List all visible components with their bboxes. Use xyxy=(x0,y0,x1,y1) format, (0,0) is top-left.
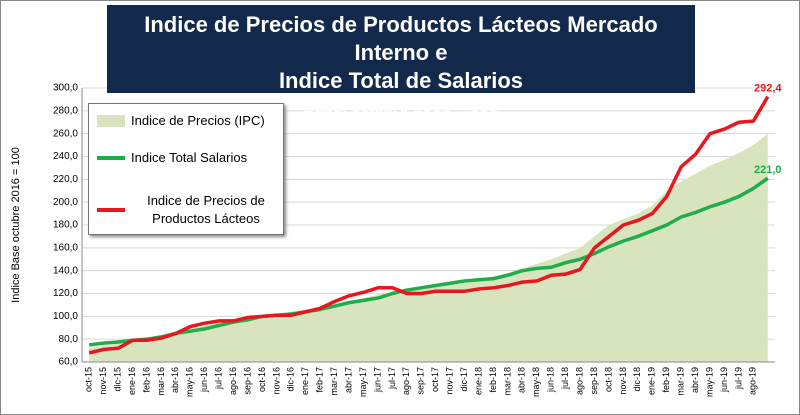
legend-label: Indice Total Salarios xyxy=(131,150,248,165)
x-tick-label: abr-17 xyxy=(343,367,353,393)
x-tick-label: feb-17 xyxy=(315,367,325,393)
title-box: Indice de Precios de Productos Lácteos M… xyxy=(107,5,695,116)
x-tick-label: jul-17 xyxy=(387,367,397,390)
x-tick-label: oct-18 xyxy=(603,367,613,392)
x-tick-label: ene-19 xyxy=(647,367,657,395)
x-tick-label: ago-17 xyxy=(401,367,411,395)
chart-title: Indice de Precios de Productos Lácteos M… xyxy=(144,12,658,65)
x-tick-label: abr-18 xyxy=(517,367,527,393)
x-tick-label: jul-16 xyxy=(214,367,224,390)
line xyxy=(89,176,769,347)
x-tick-label: sep-18 xyxy=(589,367,599,395)
y-tick-label: 100,0 xyxy=(53,311,78,322)
y-tick-label: 160,0 xyxy=(53,242,78,253)
x-tick-label: dic-18 xyxy=(632,367,642,392)
x-tick-label: dic-16 xyxy=(286,367,296,392)
x-tick-label: mar-16 xyxy=(156,367,166,396)
x-tick-label: dic-15 xyxy=(112,367,122,392)
x-tick-label: abr-19 xyxy=(690,367,700,393)
y-tick-label: 220,0 xyxy=(53,174,78,185)
x-tick-label: jun-19 xyxy=(719,367,729,393)
x-tick-label: feb-18 xyxy=(488,367,498,393)
x-tick-label: feb-19 xyxy=(661,367,671,393)
y-tick-label: 260,0 xyxy=(53,128,78,139)
x-tick-label: nov-18 xyxy=(618,367,628,395)
x-tick-label: jun-17 xyxy=(372,367,382,393)
x-tick-label: jul-19 xyxy=(733,367,743,390)
legend-item: Indice de Precios (IPC) xyxy=(97,112,281,130)
x-tick-label: nov-17 xyxy=(445,367,455,395)
legend-item: Indice de Precios de Productos Lácteos xyxy=(97,192,281,228)
x-tick-label: jul-18 xyxy=(560,367,570,390)
y-tick-label: 180,0 xyxy=(53,220,78,231)
legend: Indice de Precios (IPC) Indice Total Sala… xyxy=(88,103,284,235)
x-tick-label: mar-18 xyxy=(502,367,512,396)
x-tick-label: sep-17 xyxy=(416,367,426,395)
x-tick-label: dic-17 xyxy=(459,367,469,392)
x-tick-label: oct-15 xyxy=(84,367,94,392)
x-tick-label: ene-18 xyxy=(473,367,483,395)
x-tick-label: nov-15 xyxy=(98,367,108,395)
y-tick-label: 280,0 xyxy=(53,105,78,116)
x-tick-label: sep-16 xyxy=(242,367,252,395)
x-tick-label: jun-16 xyxy=(199,367,209,393)
chart-title: Indice Total de Salarios xyxy=(278,68,524,93)
x-tick-label: nov-16 xyxy=(271,367,281,395)
line xyxy=(88,95,770,355)
y-axis-label: Indice Base octubre 2016 = 100 xyxy=(10,147,22,303)
x-tick-label: ene-17 xyxy=(300,367,310,395)
y-tick-label: 120,0 xyxy=(53,288,78,299)
legend-swatch xyxy=(97,208,125,212)
legend-swatch xyxy=(97,156,125,160)
x-tick-label: ene-16 xyxy=(127,367,137,395)
x-tick-label: may-17 xyxy=(358,367,368,397)
y-tick-label: 200,0 xyxy=(53,197,78,208)
x-tick-label: ago-18 xyxy=(574,367,584,395)
x-tick-label: ago-19 xyxy=(748,367,758,395)
x-tick-label: ago-16 xyxy=(228,367,238,395)
y-tick-label: 240,0 xyxy=(53,151,78,162)
y-tick-label: 300,0 xyxy=(53,83,78,94)
x-tick-label: may-19 xyxy=(704,367,714,397)
x-tick-label: mar-17 xyxy=(329,367,339,396)
chart-subtitle: - Base: octubre 2016 = 100 - xyxy=(293,97,509,116)
legend-label: Indice de Precios (IPC) xyxy=(131,113,265,128)
x-tick-label: abr-16 xyxy=(170,367,180,393)
x-tick-label: jun-18 xyxy=(546,367,556,393)
y-tick-label: 140,0 xyxy=(53,265,78,276)
x-tick-label: oct-16 xyxy=(257,367,267,392)
area xyxy=(89,133,768,362)
data-label: 292,4 xyxy=(754,83,782,95)
y-tick-label: 80,0 xyxy=(59,334,79,345)
x-tick-label: mar-19 xyxy=(676,367,686,396)
data-label: 221,0 xyxy=(754,164,782,176)
x-tick-label: oct-17 xyxy=(430,367,440,392)
x-tick-label: feb-16 xyxy=(141,367,151,393)
y-tick-label: 60,0 xyxy=(59,357,79,368)
x-tick-label: may-16 xyxy=(185,367,195,397)
legend-item: Indice Total Salarios xyxy=(97,149,281,167)
x-tick-label: may-18 xyxy=(531,367,541,397)
legend-label: Indice de Precios de Productos Lácteos xyxy=(147,193,265,226)
legend-swatch xyxy=(97,115,125,127)
